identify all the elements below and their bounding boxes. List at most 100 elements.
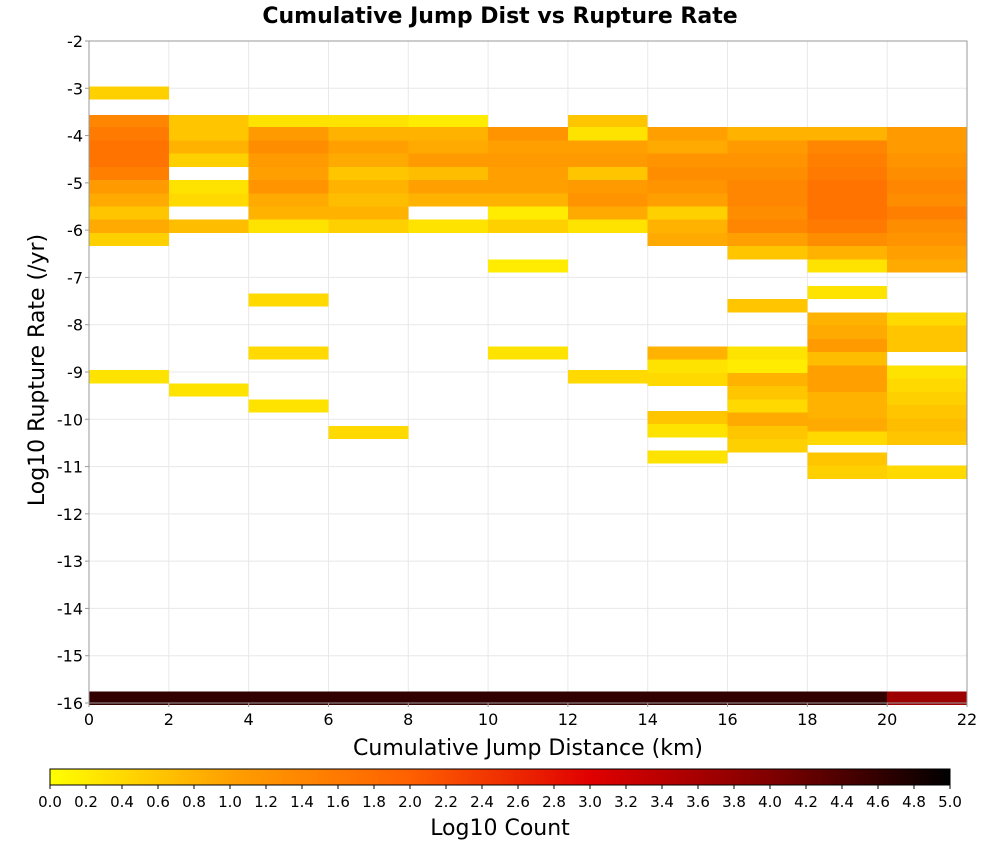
heatmap-cell [727, 359, 808, 373]
heatmap-cell [488, 206, 568, 220]
heatmap-cell [248, 166, 329, 181]
heatmap-cell [807, 246, 888, 260]
x-axis-ticks: 0 2 4 6 8 10 12 14 16 18 20 22 [84, 703, 977, 729]
x-axis-label: Cumulative Jump Distance (km) [353, 736, 703, 761]
heatmap-cell [567, 691, 648, 705]
heatmap-cell [408, 219, 489, 233]
heatmap-cell [807, 312, 888, 326]
heatmap-cell [727, 439, 808, 453]
x-tick-label: 18 [797, 710, 817, 729]
colorbar-tick-label: 4.0 [758, 793, 782, 811]
heatmap-cell [647, 372, 728, 387]
heatmap-cell [807, 180, 888, 194]
heatmap-cell [248, 127, 329, 141]
colorbar-tick-label: 2.8 [542, 793, 566, 811]
heatmap-cell [887, 338, 967, 353]
heatmap-cell [887, 405, 967, 419]
y-tick-label: -3 [67, 79, 83, 98]
heatmap-cell [807, 285, 888, 300]
heatmap-cell [887, 180, 967, 194]
heatmap-cell [89, 691, 169, 705]
heatmap-cell [887, 153, 967, 167]
heatmap-cell [328, 166, 409, 181]
colorbar [49, 768, 951, 786]
heatmap-cell [168, 140, 249, 154]
heatmap-cell [328, 114, 409, 129]
heatmap-cell [567, 370, 648, 384]
heatmap-cell [807, 193, 888, 207]
y-tick-label: -9 [67, 363, 83, 382]
heatmap-cell [807, 452, 888, 466]
heatmap-cell [89, 370, 169, 384]
heatmap-cell [807, 391, 888, 406]
heatmap-cell [887, 232, 967, 247]
heatmap-cell [807, 127, 888, 141]
heatmap-cells [89, 86, 967, 705]
colorbar-label: Log10 Count [430, 816, 570, 841]
heatmap-cell [647, 691, 728, 705]
heatmap-cell [647, 232, 728, 247]
heatmap-cell [89, 193, 169, 207]
heatmap-cell [807, 405, 888, 419]
colorbar-tick-label: 3.8 [722, 793, 746, 811]
heatmap-cell [168, 180, 249, 194]
y-tick-label: -8 [67, 316, 83, 335]
heatmap-cell [168, 691, 249, 705]
colorbar-tick-label: 1.0 [218, 793, 242, 811]
heatmap-cell [647, 193, 728, 207]
heatmap-cell [89, 127, 169, 141]
heatmap-cell [887, 219, 967, 233]
x-tick-label: 20 [877, 710, 897, 729]
y-tick-label: -12 [57, 505, 83, 524]
heatmap-cell [647, 153, 728, 167]
heatmap-cell [807, 691, 888, 705]
heatmap-cell [328, 206, 409, 220]
heatmap-cell [727, 206, 808, 220]
heatmap-cell [647, 166, 728, 181]
heatmap-cell [807, 140, 888, 154]
heatmap-cell [168, 153, 249, 167]
heatmap-cell [248, 153, 329, 167]
x-tick-label: 12 [558, 710, 578, 729]
colorbar-tick-label: 0.0 [38, 793, 62, 811]
colorbar-ticks: 0.0 0.2 0.4 0.6 0.8 1.0 1.2 1.4 1.6 1.8 2.0 2.2 2.4 2… [38, 785, 962, 811]
heatmap-cell [328, 153, 409, 167]
heatmap-cell [887, 365, 967, 379]
colorbar-tick-label: 0.6 [146, 793, 170, 811]
colorbar-tick-label: 1.2 [254, 793, 278, 811]
colorbar-tick-label: 1.4 [290, 793, 314, 811]
heatmap-cell [887, 431, 967, 445]
y-axis-ticks: -2 -3 -4 -5 -6 -7 -8 -9 -10 -11 -12 -13 -14 -15 -16 [57, 32, 89, 713]
heatmap-cell [89, 232, 169, 247]
heatmap-cell [807, 166, 888, 181]
y-tick-label: -11 [57, 458, 83, 477]
heatmap-cell [248, 140, 329, 154]
heatmap-cell [807, 259, 888, 273]
heatmap-cell [727, 153, 808, 167]
heatmap-cell [647, 346, 728, 360]
colorbar-tick-label: 3.6 [686, 793, 710, 811]
colorbar-tick-label: 4.2 [794, 793, 818, 811]
heatmap-cell [727, 425, 808, 440]
heatmap-cell [488, 140, 568, 154]
heatmap-cell [89, 153, 169, 167]
heatmap-cell [488, 127, 568, 141]
colorbar-tick-label: 3.2 [614, 793, 638, 811]
heatmap-cell [488, 691, 568, 705]
heatmap-cell [248, 399, 329, 413]
y-axis-label: Log10 Rupture Rate (/yr) [25, 234, 50, 506]
heatmap-cell [727, 399, 808, 413]
heatmap-cell [488, 153, 568, 167]
heatmap-cell [807, 232, 888, 247]
colorbar-tick-label: 0.2 [74, 793, 98, 811]
x-tick-label: 0 [84, 710, 94, 729]
heatmap-cell [647, 140, 728, 154]
heatmap-cell [887, 127, 967, 141]
x-tick-label: 16 [717, 710, 737, 729]
heatmap-cell [567, 219, 648, 233]
heatmap-cell [488, 259, 568, 273]
heatmap-cell [727, 127, 808, 141]
heatmap-cell [887, 325, 967, 339]
heatmap-cell [887, 378, 967, 392]
heatmap-cell [408, 153, 489, 167]
